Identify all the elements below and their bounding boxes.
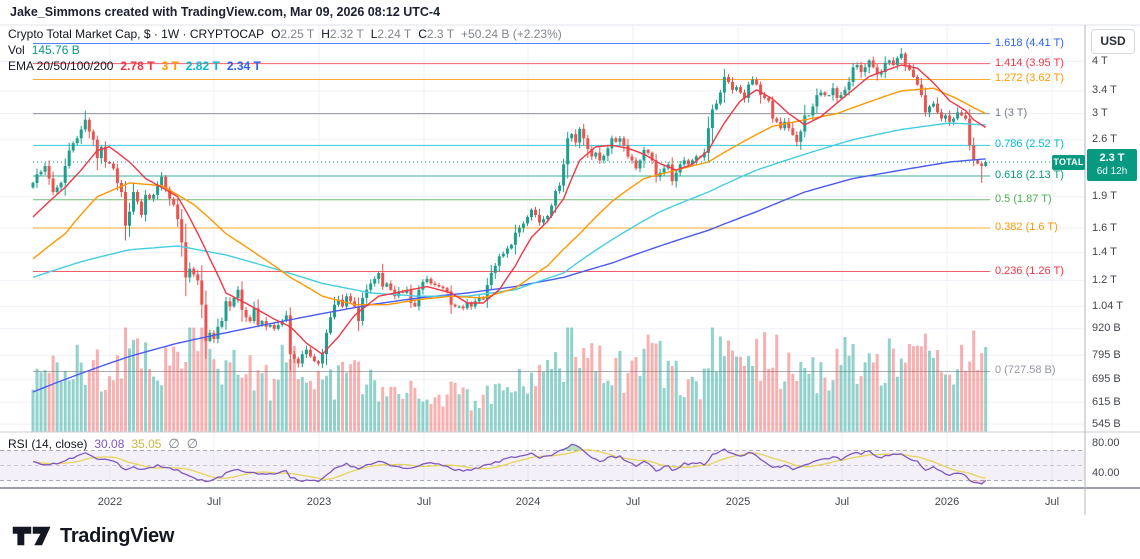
rsi-value: 30.08 <box>94 437 125 451</box>
currency-toggle[interactable]: USD <box>1091 29 1135 54</box>
time-axis[interactable] <box>0 489 1085 515</box>
ema-legend[interactable]: EMA 20/50/100/200 2.78 T 3 T 2.82 T 2.34… <box>8 59 261 73</box>
rsi-empty-icon: ∅ <box>186 436 199 451</box>
tradingview-logo-icon <box>12 526 51 546</box>
ohlc-low: L2.24 T <box>370 27 412 41</box>
rsi-ma-value: 35.05 <box>131 437 162 451</box>
volume-legend[interactable]: Vol 145.76 B <box>8 43 80 57</box>
ema50-value: 3 T <box>161 59 179 73</box>
price-axis[interactable] <box>1085 25 1140 488</box>
ema100-value: 2.82 T <box>185 59 220 73</box>
ohlc-close: C2.3 T <box>418 27 455 41</box>
volume-label[interactable]: Vol <box>8 43 25 57</box>
rsi-legend[interactable]: RSI (14, close) 30.08 35.05 ∅ ∅ <box>8 436 198 452</box>
symbol-legend[interactable]: Crypto Total Market Cap, $ · 1W · CRYPTO… <box>8 27 562 41</box>
change-value: +50.24 B (+2.23%) <box>461 27 562 41</box>
rsi-empty-icon: ∅ <box>168 436 180 451</box>
bar-countdown: 6d 12h <box>1096 166 1128 177</box>
symbol-title[interactable]: Crypto Total Market Cap, $ · 1W · CRYPTO… <box>8 27 265 41</box>
rsi-label[interactable]: RSI (14, close) <box>8 437 88 451</box>
current-price-badge: 2.3 T 6d 12h <box>1087 149 1137 181</box>
ema20-value: 2.78 T <box>120 59 155 73</box>
tradingview-logo-text: TradingView <box>60 524 175 547</box>
volume-value: 145.76 B <box>31 43 80 57</box>
total-series-badge: TOTAL <box>1052 155 1085 170</box>
tradingview-logo[interactable]: TradingView <box>12 521 174 551</box>
current-price-value: 2.3 T <box>1099 152 1125 164</box>
attribution-text: Jake_Simmons created with TradingView.co… <box>10 5 441 19</box>
ohlc-open: O2.25 T <box>271 27 315 41</box>
ema-label[interactable]: EMA 20/50/100/200 <box>8 59 114 73</box>
ema200-value: 2.34 T <box>226 59 261 73</box>
ohlc-high: H2.32 T <box>321 27 364 41</box>
